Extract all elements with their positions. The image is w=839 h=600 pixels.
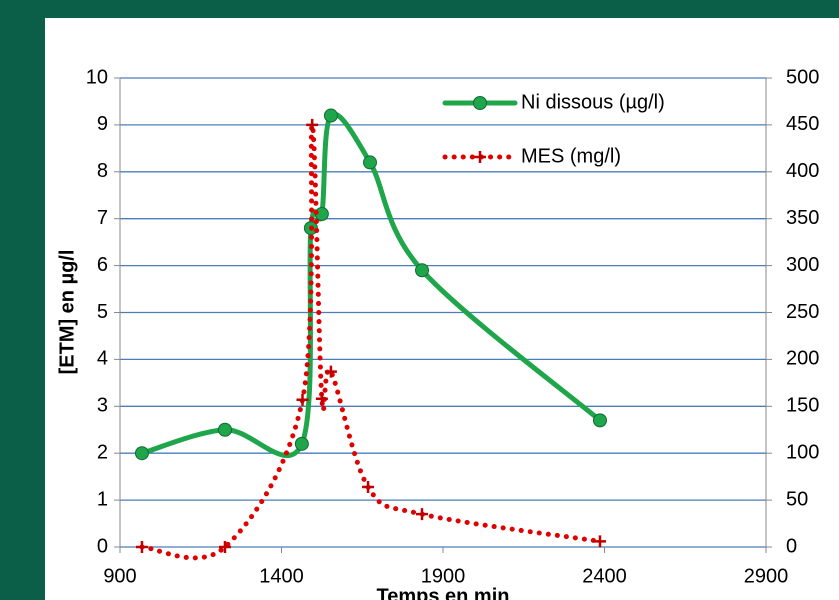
point: [593, 535, 606, 548]
y-tick-label: 1: [97, 488, 108, 510]
y-tick-label: 5: [97, 301, 108, 323]
x-tick-label: 2900: [744, 565, 789, 587]
y2-tick-label: 200: [786, 348, 819, 370]
point: [592, 413, 607, 428]
legend-marker: [473, 96, 487, 110]
y2-tick-label: 0: [786, 535, 797, 557]
y2-tick-label: 350: [786, 207, 819, 229]
x-tick-label: 2400: [582, 565, 627, 587]
y2-tick-label: 100: [786, 441, 819, 463]
y2-tick-label: 250: [786, 301, 819, 323]
legend-label: Ni dissous (µg/l): [521, 91, 665, 113]
y-axis-title: [ETM] en µg/l: [56, 250, 78, 375]
y2-tick-label: 300: [786, 254, 819, 276]
y2-tick-label: 400: [786, 160, 819, 182]
point: [135, 541, 148, 553]
x-tick-label: 1400: [259, 565, 304, 587]
point: [306, 118, 319, 131]
x-tick-label: 1900: [421, 565, 466, 587]
y-tick-label: 4: [97, 348, 108, 370]
y-tick-label: 10: [86, 66, 108, 88]
point: [323, 108, 338, 123]
point: [416, 508, 429, 521]
point: [218, 541, 231, 553]
y2-tick-label: 150: [786, 395, 819, 417]
legend-marker: [474, 151, 486, 163]
point: [296, 393, 309, 406]
y2-tick-label: 50: [786, 488, 808, 510]
line: [139, 122, 603, 561]
point: [294, 436, 309, 451]
y2-tick-label: 500: [786, 66, 819, 88]
legend-label: MES (mg/l): [521, 145, 621, 167]
x-axis-title: Temps en min: [377, 585, 510, 600]
point: [324, 365, 337, 378]
point: [415, 263, 430, 278]
y-tick-label: 9: [97, 113, 108, 135]
y-tick-label: 2: [97, 441, 108, 463]
y-tick-label: 8: [97, 160, 108, 182]
y-tick-label: 6: [97, 254, 108, 276]
point: [217, 422, 232, 437]
y-tick-label: 3: [97, 395, 108, 417]
point: [363, 155, 378, 170]
y-tick-label: 0: [97, 535, 108, 557]
y-tick-label: 7: [97, 207, 108, 229]
x-tick-label: 900: [103, 565, 136, 587]
point: [362, 480, 375, 493]
y2-tick-label: 450: [786, 113, 819, 135]
point: [134, 446, 149, 461]
point: [315, 392, 328, 405]
panel: [45, 18, 839, 600]
